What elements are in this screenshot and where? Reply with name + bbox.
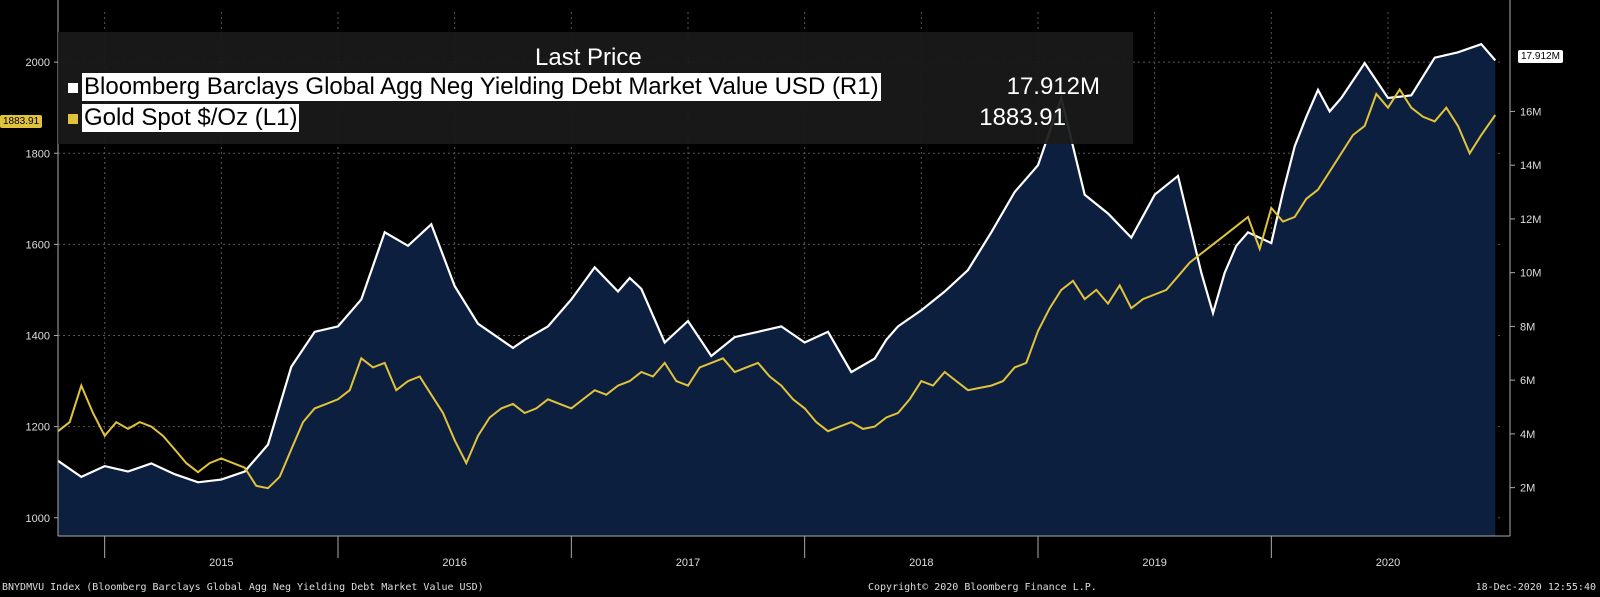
left-tick-label: 1000 bbox=[26, 513, 50, 525]
x-tick-label: 2019 bbox=[1142, 557, 1166, 569]
right-last-price-tag: 17.912M bbox=[1518, 50, 1563, 63]
left-tick-label: 1400 bbox=[26, 331, 50, 343]
footer-index-label: BNYDMVU Index (Bloomberg Barclays Global… bbox=[2, 582, 484, 593]
x-tick-label: 2017 bbox=[676, 557, 700, 569]
right-tick-label: 4M bbox=[1520, 429, 1535, 441]
right-tick-label: 14M bbox=[1520, 160, 1541, 172]
legend-series-2: Gold Spot $/Oz (L1) bbox=[68, 104, 300, 132]
right-tick-label: 6M bbox=[1520, 375, 1535, 387]
footer-copyright: Copyright© 2020 Bloomberg Finance L.P. bbox=[868, 582, 1097, 593]
axes: 1000 1200 1400 1600 1800 2000 2M 4M 6M 8M 10M 12M 14… bbox=[26, 0, 1541, 569]
neg-yield-debt-area bbox=[58, 44, 1496, 536]
gold-spot-line bbox=[57, 87, 1497, 490]
x-tick-label: 2018 bbox=[909, 557, 933, 569]
x-tick-label: 2016 bbox=[442, 557, 466, 569]
legend-series-2-value: 1883.91 bbox=[979, 104, 1066, 131]
legend-series-1: Bloomberg Barclays Global Agg Neg Yieldi… bbox=[68, 73, 881, 101]
left-tick-label: 1600 bbox=[26, 239, 50, 251]
neg-yield-debt-line bbox=[57, 42, 1497, 484]
gold-swatch-icon bbox=[68, 113, 78, 124]
legend-series-1-value: 17.912M bbox=[1006, 73, 1100, 100]
left-tick-label: 1200 bbox=[26, 422, 50, 434]
right-tick-label: 10M bbox=[1520, 268, 1541, 280]
x-tick-label: 2020 bbox=[1376, 557, 1400, 569]
legend-series-1-label: Bloomberg Barclays Global Agg Neg Yieldi… bbox=[82, 73, 881, 101]
left-last-price-tag: 1883.91 bbox=[0, 115, 43, 128]
right-tick-label: 16M bbox=[1520, 106, 1541, 118]
footer-timestamp: 18-Dec-2020 12:55:40 bbox=[1475, 582, 1596, 593]
right-tick-label: 8M bbox=[1520, 321, 1535, 333]
right-tick-label: 12M bbox=[1520, 214, 1541, 226]
legend-title: Last Price bbox=[535, 44, 642, 71]
right-tick-label: 2M bbox=[1520, 483, 1535, 495]
white-swatch-icon bbox=[68, 82, 78, 93]
left-tick-label: 2000 bbox=[26, 57, 50, 69]
left-tick-label: 1800 bbox=[26, 148, 50, 160]
x-tick-label: 2015 bbox=[209, 557, 233, 569]
legend-series-2-label: Gold Spot $/Oz (L1) bbox=[82, 104, 300, 132]
